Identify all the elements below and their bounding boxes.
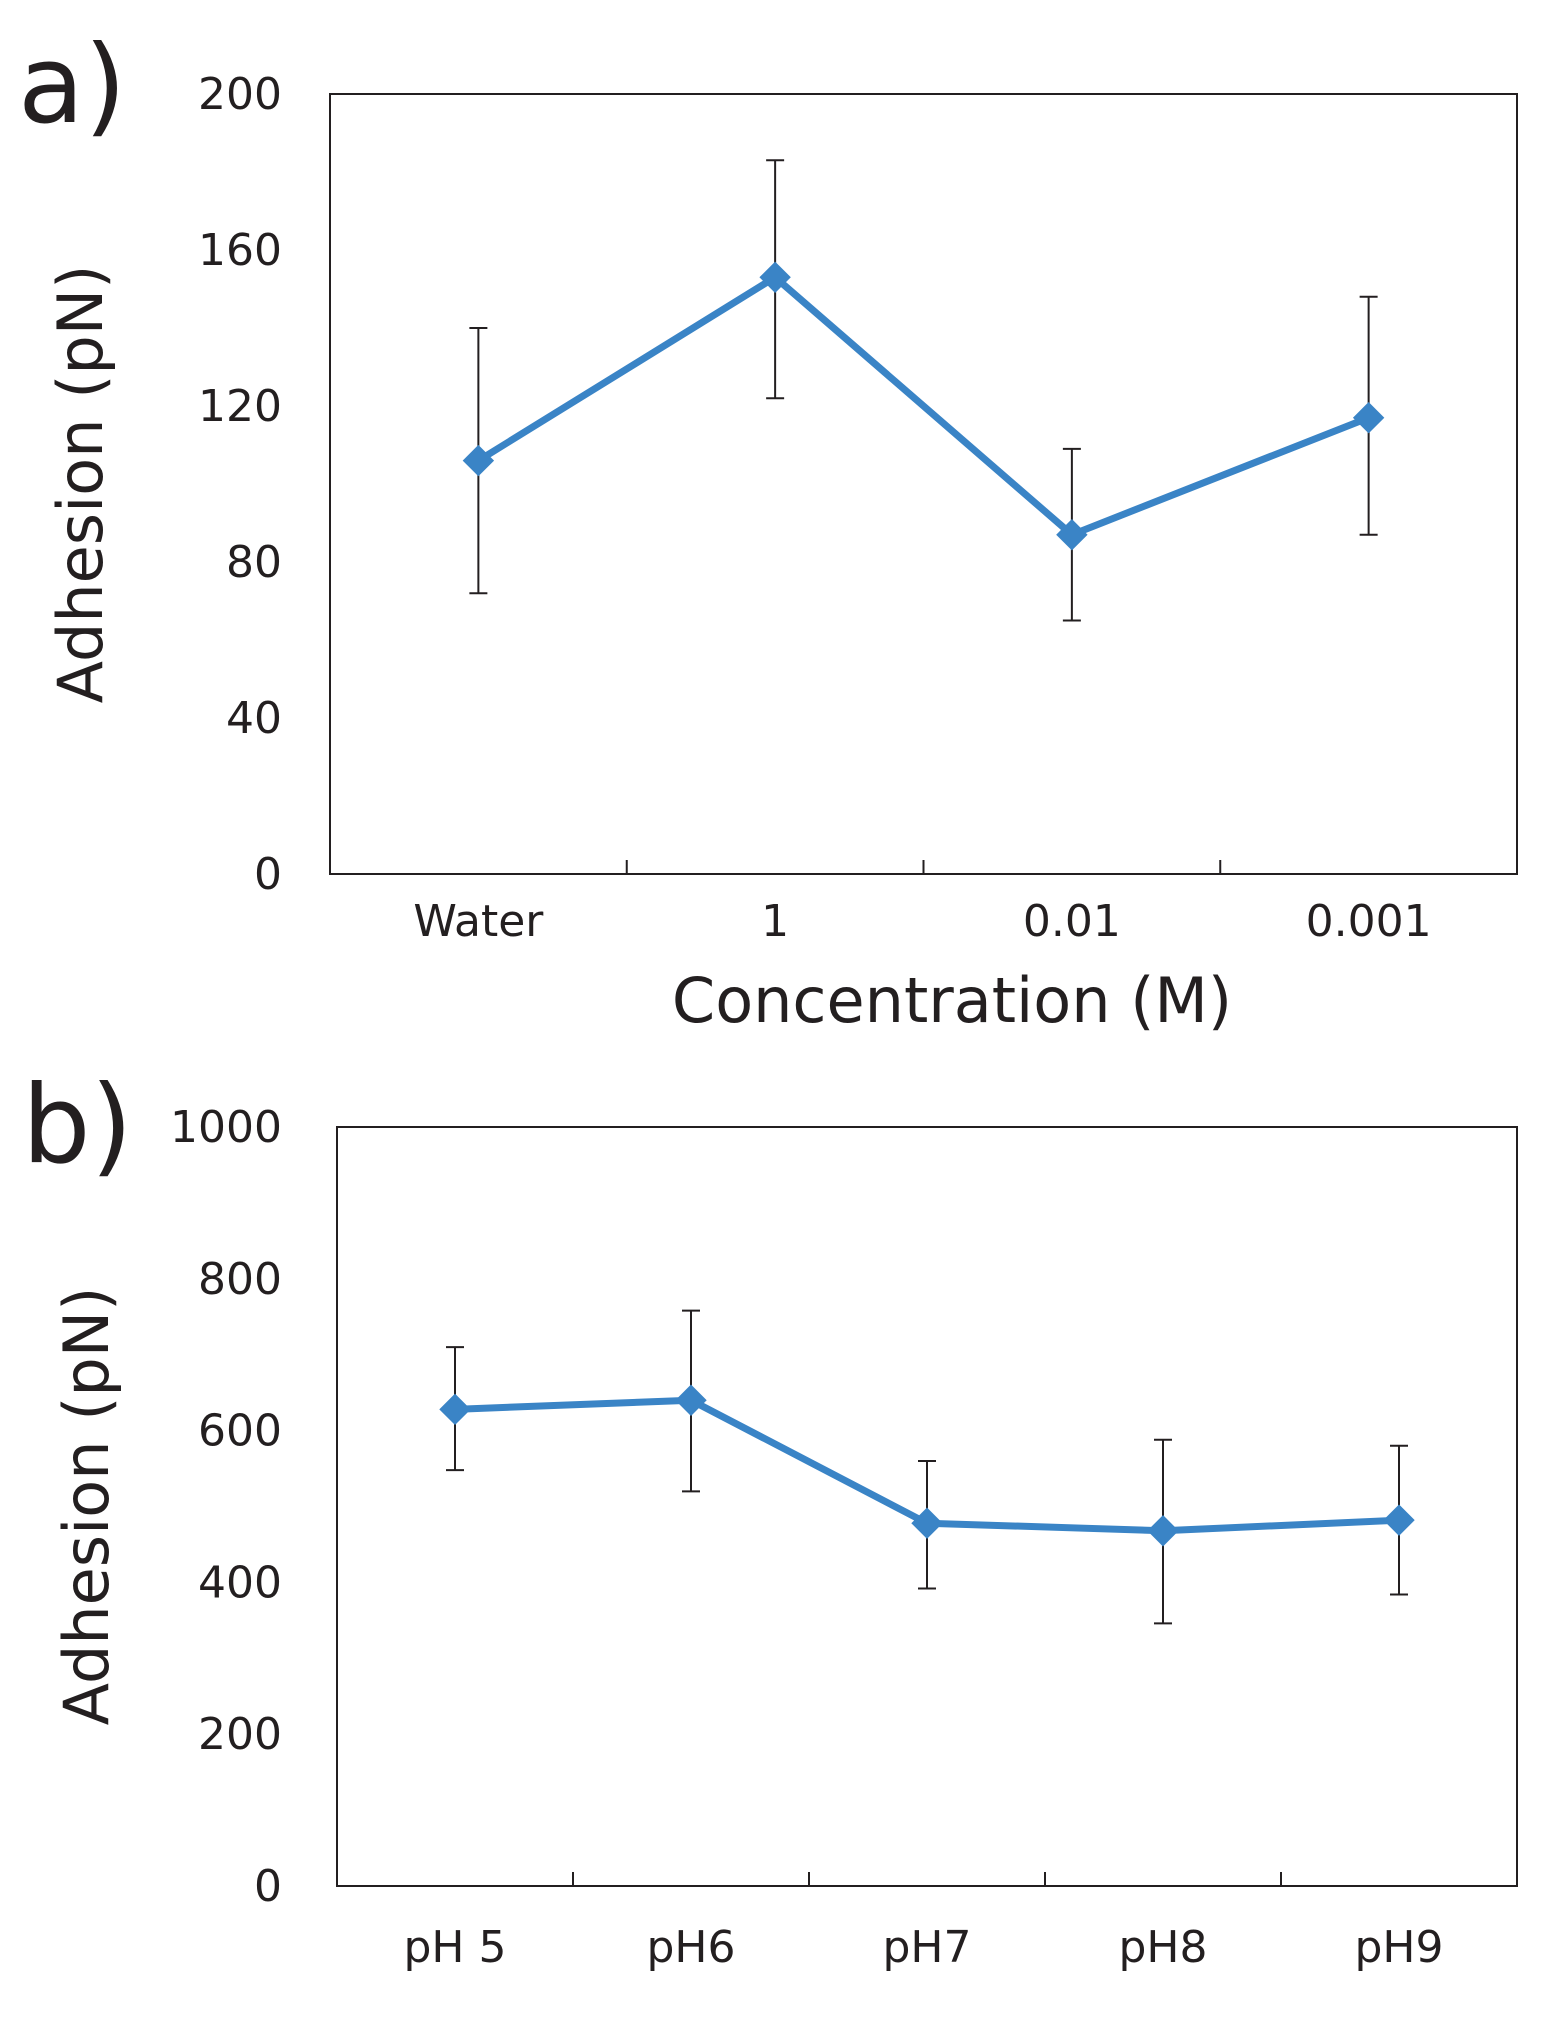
x-tick-label-a-2: 0.01 <box>1023 896 1121 947</box>
x-tick-label-a-1: 1 <box>761 896 789 947</box>
y-tick-label-b-2: 400 <box>198 1557 282 1608</box>
chart-panel-a: a) Adhesion (pN) Concentration (M) 0 40 80… <box>18 23 1518 1037</box>
y-axis-title-b: Adhesion (pN) <box>50 1287 123 1726</box>
y-tick-label-a-5: 200 <box>198 69 282 120</box>
data-point-b-0 <box>439 1393 471 1426</box>
y-tick-label-b-1: 200 <box>198 1709 282 1760</box>
x-tick-label-b-1: pH6 <box>646 1922 735 1973</box>
x-tick-label-b-0: pH 5 <box>404 1922 507 1973</box>
data-point-b-4 <box>1383 1504 1415 1536</box>
y-tick-label-b-4: 800 <box>198 1254 282 1305</box>
data-point-a-2 <box>1056 518 1088 551</box>
x-tick-label-b-4: pH9 <box>1354 1922 1443 1973</box>
y-axis-title-a: Adhesion (pN) <box>44 265 117 704</box>
ticks-b: 0 200 400 600 800 1000 pH 5 pH6 pH7 pH8 pH9 <box>170 1102 1443 1973</box>
y-tick-label-a-2: 80 <box>226 537 282 588</box>
marks-b <box>439 1309 1415 1625</box>
y-tick-label-b-3: 600 <box>198 1406 282 1457</box>
data-point-b-3 <box>1147 1515 1179 1547</box>
data-point-a-1 <box>759 261 791 294</box>
ticks-a: 0 40 80 120 160 200 Water 1 0.01 0.001 <box>198 69 1432 947</box>
y-tick-label-a-3: 120 <box>198 381 282 432</box>
y-tick-label-a-0: 0 <box>254 849 282 900</box>
plot-frame-b <box>336 1126 1518 1887</box>
panel-label-a: a) <box>18 23 126 148</box>
plot-frame-a <box>329 93 1518 875</box>
x-tick-label-a-3: 0.001 <box>1306 896 1432 947</box>
y-tick-label-b-0: 0 <box>254 1861 282 1912</box>
series-line-a-0 <box>474 273 1373 539</box>
x-tick-label-b-2: pH7 <box>882 1922 971 1973</box>
data-point-a-0 <box>462 444 495 477</box>
y-tick-label-b-5: 1000 <box>170 1102 282 1153</box>
panel-label-b: b) <box>22 1063 133 1188</box>
x-tick-label-a-0: Water <box>413 896 544 947</box>
y-tick-label-a-1: 40 <box>226 693 282 744</box>
chart-panel-b: b) Adhesion (pN) 0 200 400 600 800 1000 pH 5 pH… <box>22 1063 1518 1973</box>
x-tick-label-b-3: pH8 <box>1118 1922 1207 1973</box>
data-point-b-1 <box>675 1384 707 1416</box>
data-point-a-3 <box>1352 401 1385 434</box>
y-tick-label-a-4: 160 <box>198 225 282 276</box>
x-axis-title-a: Concentration (M) <box>672 964 1232 1037</box>
marks-a <box>462 159 1385 622</box>
data-point-b-2 <box>911 1507 943 1539</box>
